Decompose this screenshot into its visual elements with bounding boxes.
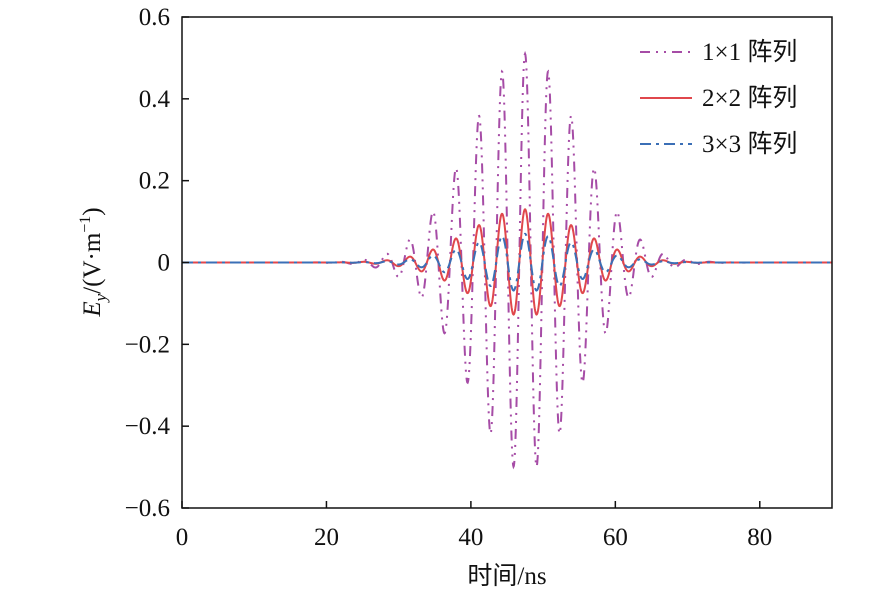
y-tick-label: 0.2: [139, 168, 170, 195]
x-tick-label: 80: [747, 524, 772, 551]
y-tick-label: 0.6: [139, 4, 170, 31]
x-tick-label: 40: [458, 524, 483, 551]
x-tick-label: 60: [603, 524, 628, 551]
y-tick-label: −0.4: [125, 413, 171, 440]
x-tick-label: 0: [176, 524, 189, 551]
series-line-3: [182, 232, 832, 292]
series-line-1: [182, 50, 832, 470]
x-axis: 0 20 40 60 80: [176, 501, 772, 551]
y-tick-label: 0.4: [139, 86, 171, 113]
legend-label: 2×2 阵列: [702, 84, 797, 112]
x-tick-label: 20: [314, 524, 339, 551]
y-axis-label: Ey/(V·m−1): [77, 207, 110, 317]
y-tick-label: −0.2: [125, 331, 170, 358]
legend-label: 1×1 阵列: [702, 38, 797, 66]
y-tick-label: 0: [158, 250, 171, 277]
legend: 1×1 阵列 2×2 阵列 3×3 阵列: [640, 38, 797, 158]
y-tick-label: −0.6: [125, 495, 170, 522]
x-axis-label: 时间/ns: [467, 562, 546, 590]
plot-series: [182, 50, 832, 470]
legend-label: 3×3 阵列: [702, 130, 797, 158]
y-axis: 0.6 0.4 0.2 0 −0.2 −0.4 −0.6: [125, 4, 189, 522]
